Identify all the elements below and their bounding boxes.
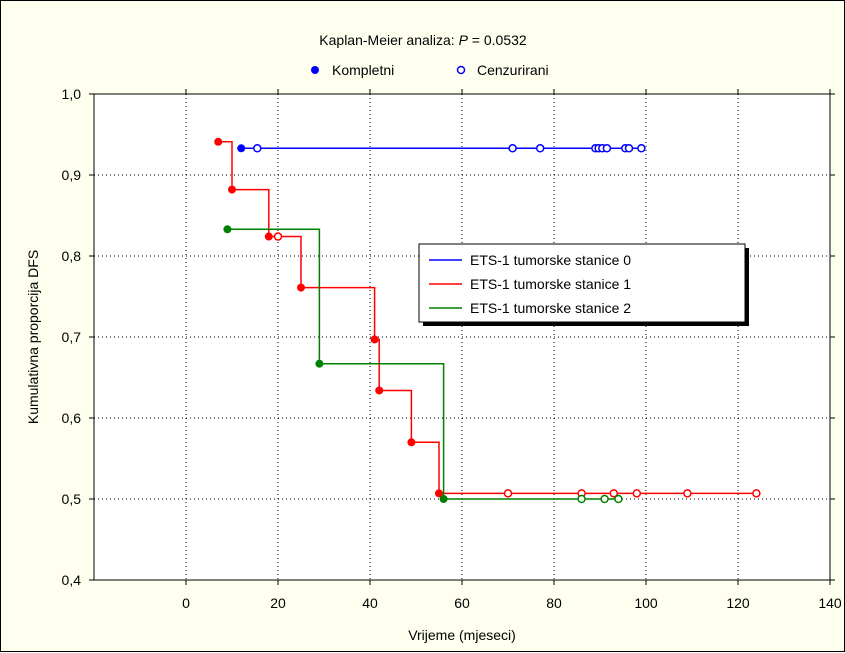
censored-point <box>600 494 609 504</box>
censored-point <box>503 489 513 498</box>
x-tick-label: 0 <box>182 595 190 611</box>
event-point <box>315 359 324 368</box>
x-tick-label: 120 <box>726 595 750 611</box>
y-axis-label: Kumulativna proporcija DFS <box>25 250 41 424</box>
event-point <box>214 137 223 146</box>
x-tick-label: 40 <box>362 595 378 611</box>
y-tick-label: 0,5 <box>62 491 82 507</box>
event-point <box>435 489 443 498</box>
x-axis-label: Vrijeme (mjeseci) <box>408 627 516 643</box>
chart-title: Kaplan-Meier analiza: P = 0.0532 <box>319 32 527 48</box>
censored-point <box>752 489 761 498</box>
axis-ticks: 0 20 40 60 80 100 120 140 0,4 0,5 0,6 0,7 0,8 0,9 1,0 <box>62 86 842 611</box>
y-tick-label: 0,7 <box>62 329 82 345</box>
legend-label: ETS-1 tumorske stanice 1 <box>470 276 631 292</box>
event-point <box>375 386 384 395</box>
censored-point <box>508 144 517 153</box>
chart-title-p: P <box>459 32 469 48</box>
censored-point <box>602 144 612 153</box>
series-line <box>227 228 619 500</box>
censored-point <box>624 144 634 153</box>
censored-label: Cenzurirani <box>477 62 549 78</box>
complete-label: Kompletni <box>332 62 394 78</box>
censored-marker-icon <box>456 65 466 75</box>
y-tick-label: 0,6 <box>62 410 82 426</box>
chart-title-prefix: Kaplan-Meier analiza: <box>319 32 458 48</box>
censored-point <box>535 144 545 153</box>
series-legend-box <box>418 243 746 323</box>
censored-point <box>577 494 586 504</box>
censored-point <box>253 144 262 153</box>
y-tick-label: 0,4 <box>62 572 82 588</box>
y-tick-label: 0,9 <box>62 167 82 183</box>
series-1 <box>214 137 761 498</box>
event-point <box>228 185 236 194</box>
censored-point <box>683 489 692 498</box>
event-point <box>264 232 273 241</box>
censored-point <box>614 494 623 504</box>
x-tick-label: 20 <box>270 595 286 611</box>
series-layer <box>214 137 761 504</box>
series-line <box>218 141 757 495</box>
event-point <box>237 144 246 153</box>
series-2 <box>223 225 623 504</box>
chart-title-suffix: = 0.0532 <box>468 32 527 48</box>
legend-label: ETS-1 tumorske stanice 0 <box>470 252 631 268</box>
event-point <box>297 283 305 292</box>
censored-point <box>609 489 619 498</box>
series-legend-items: ETS-1 tumorske stanice 0 ETS-1 tumorske s… <box>429 252 631 316</box>
legend-label: ETS-1 tumorske stanice 2 <box>470 300 631 316</box>
series-0 <box>237 144 646 153</box>
x-tick-label: 80 <box>546 595 562 611</box>
y-tick-label: 0,8 <box>62 248 82 264</box>
series-legend: ETS-1 tumorske stanice 0 ETS-1 tumorske s… <box>418 243 749 326</box>
x-tick-label: 140 <box>818 595 842 611</box>
event-point <box>407 438 416 447</box>
event-point <box>439 495 448 503</box>
event-point <box>370 335 379 344</box>
censored-point <box>632 489 642 498</box>
complete-marker-icon <box>311 66 319 74</box>
x-tick-label: 100 <box>634 595 658 611</box>
censored-point <box>273 232 283 241</box>
censored-point <box>637 144 646 153</box>
event-point <box>223 225 232 234</box>
x-tick-label: 60 <box>454 595 470 611</box>
marker-legend: Kompletni Cenzurirani <box>311 62 549 78</box>
y-tick-label: 1,0 <box>62 86 82 102</box>
